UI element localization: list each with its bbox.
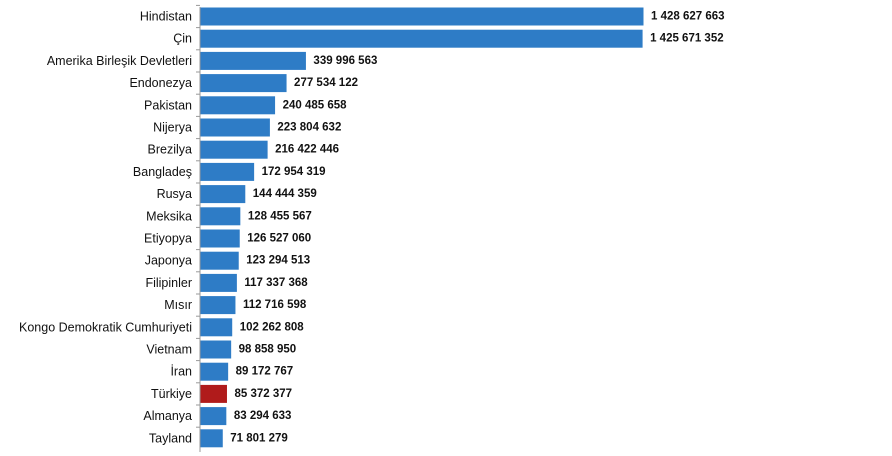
category-label: Mısır (164, 298, 192, 312)
category-label: Kongo Demokratik Cumhuriyeti (19, 320, 192, 334)
category-label: İran (170, 365, 192, 379)
bar-12 (200, 273, 237, 292)
bar-6 (200, 140, 268, 159)
category-label: Hindistan (140, 10, 192, 24)
bar-19 (200, 429, 223, 448)
category-label: Brezilya (148, 143, 193, 157)
bar-14 (200, 318, 233, 337)
bar-7 (200, 162, 255, 181)
value-label: 98 858 950 (239, 344, 297, 356)
category-label: Nijerya (153, 121, 192, 135)
value-label: 126 527 060 (247, 233, 311, 245)
value-label: 144 444 359 (253, 188, 317, 200)
category-label: Filipinler (145, 276, 192, 290)
bar-9 (200, 207, 241, 226)
value-label: 83 294 633 (234, 410, 292, 422)
bar-3 (200, 74, 287, 93)
bars-group: Hindistan 1 428 627 663 Çin 1 425 671 352 Am… (19, 4, 725, 448)
value-label: 1 428 627 663 (651, 11, 725, 23)
bar-0 (200, 7, 644, 26)
value-label: 216 422 446 (275, 144, 339, 156)
category-label: Etiyopya (144, 232, 192, 246)
bar-4 (200, 96, 276, 115)
category-label: Çin (173, 32, 192, 46)
category-label: Türkiye (151, 387, 192, 401)
value-label: 128 455 567 (248, 210, 312, 222)
value-label: 102 262 808 (240, 321, 305, 333)
bar-18 (200, 407, 227, 426)
category-label: Meksika (146, 209, 192, 223)
category-label: Endonezya (129, 76, 192, 90)
value-label: 71 801 279 (230, 432, 288, 444)
category-label: Amerika Birleşik Devletleri (47, 54, 192, 68)
value-label: 223 804 632 (277, 122, 341, 134)
bar-17 (200, 384, 227, 403)
value-label: 85 372 377 (234, 388, 292, 400)
bar-15 (200, 340, 232, 359)
bar-16 (200, 362, 229, 381)
bar-11 (200, 251, 239, 270)
bar-8 (200, 185, 246, 204)
bar-5 (200, 118, 270, 137)
value-label: 112 716 598 (243, 299, 307, 311)
bar-13 (200, 296, 236, 315)
value-label: 240 485 658 (283, 99, 348, 111)
bar-10 (200, 229, 240, 248)
bar-2 (200, 51, 306, 70)
value-label: 89 172 767 (236, 366, 294, 378)
value-label: 1 425 671 352 (650, 33, 724, 45)
value-label: 117 337 368 (244, 277, 308, 289)
category-label: Vietnam (146, 343, 192, 357)
bar-1 (200, 29, 643, 48)
category-label: Almanya (143, 409, 192, 423)
category-label: Pakistan (144, 98, 192, 112)
category-label: Bangladeş (133, 165, 192, 179)
category-label: Japonya (145, 254, 192, 268)
value-label: 339 996 563 (313, 55, 377, 67)
value-label: 277 534 122 (294, 77, 358, 89)
value-label: 172 954 319 (262, 166, 326, 178)
category-label: Rusya (157, 187, 192, 201)
category-label: Tayland (149, 431, 192, 445)
value-label: 123 294 513 (246, 255, 310, 267)
